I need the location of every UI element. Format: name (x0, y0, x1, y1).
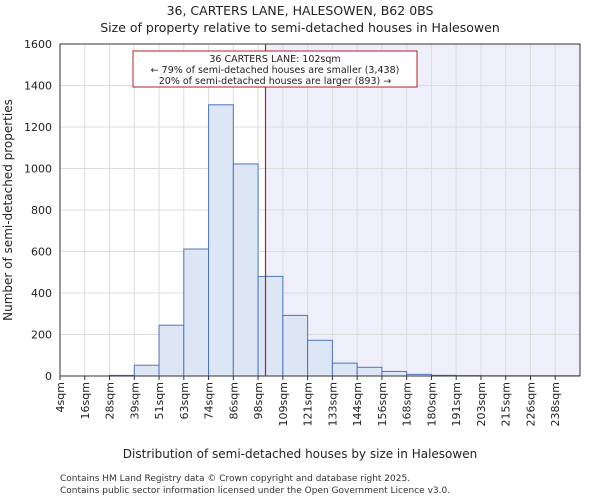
y-tick-label: 1400 (24, 80, 52, 93)
bar-74sqm (208, 104, 234, 377)
bar-63sqm (183, 248, 210, 377)
x-tick-label: 144sqm (351, 382, 364, 426)
bar-39sqm (133, 364, 160, 377)
y-tick-label: 1200 (24, 121, 52, 134)
bar-98sqm (257, 275, 284, 377)
x-tick-label: 238sqm (549, 382, 562, 426)
bar-121sqm (307, 339, 333, 377)
annotation-line-2: ← 79% of semi-detached houses are smalle… (151, 65, 400, 76)
x-tick-label: 215sqm (500, 382, 513, 426)
y-axis-label: Number of semi-detached properties (1, 99, 15, 321)
footer-line-2: Contains public sector information licen… (60, 486, 450, 496)
bar-133sqm (331, 362, 358, 377)
x-tick-label: 98sqm (252, 382, 265, 419)
y-tick-label: 800 (31, 204, 52, 217)
x-tick-label: 180sqm (425, 382, 438, 426)
x-tick-label: 51sqm (153, 382, 166, 419)
y-tick-label: 200 (31, 329, 52, 342)
y-tick-label: 400 (31, 287, 52, 300)
x-axis-label: Distribution of semi-detached houses by … (123, 447, 477, 461)
x-tick-label: 16sqm (79, 382, 92, 419)
x-tick-label: 4sqm (54, 382, 67, 412)
axes (59, 43, 581, 380)
x-tick-label: 203sqm (475, 382, 488, 426)
x-tick-label: 133sqm (326, 382, 339, 426)
bar-86sqm (232, 163, 259, 377)
y-tick-labels: 0 200 400 600 800 1000 1200 1400 1600 (24, 38, 52, 383)
x-tick-label: 121sqm (302, 382, 315, 426)
footer-line-1: Contains HM Land Registry data © Crown c… (60, 474, 410, 484)
bar-51sqm (158, 324, 185, 377)
x-tick-label: 191sqm (450, 382, 463, 426)
bar-156sqm (381, 370, 408, 377)
x-tick-label: 63sqm (178, 382, 191, 419)
y-tick-label: 0 (45, 370, 52, 383)
x-tick-labels: 4sqm 16sqm 28sqm 39sqm 51sqm 63sqm 74sqm 86sqm 9… (54, 382, 562, 426)
chart-subtitle: Size of property relative to semi-detach… (100, 20, 500, 35)
x-tick-label: 226sqm (524, 382, 537, 426)
annotation-line-3: 20% of semi-detached houses are larger (… (159, 76, 392, 87)
x-tick-label: 109sqm (277, 382, 290, 426)
plot-frame (59, 43, 581, 377)
annotation-line-1: 36 CARTERS LANE: 102sqm (209, 54, 340, 65)
bar-144sqm (356, 366, 383, 377)
y-tick-label: 600 (31, 246, 52, 259)
annotation-border (132, 50, 418, 88)
bars (109, 104, 581, 377)
bar-109sqm (282, 314, 309, 377)
x-tick-label: 168sqm (401, 382, 414, 426)
x-tick-label: 39sqm (128, 382, 141, 419)
annotation-box: 36 CARTERS LANE: 102sqm ← 79% of semi-de… (132, 50, 418, 88)
y-tick-label: 1000 (24, 163, 52, 176)
x-tick-label: 86sqm (227, 382, 240, 419)
chart-title: 36, CARTERS LANE, HALESOWEN, B62 0BS (167, 3, 434, 18)
x-tick-label: 28sqm (104, 382, 117, 419)
x-tick-label: 156sqm (376, 382, 389, 426)
y-tick-label: 1600 (24, 38, 52, 51)
x-tick-label: 74sqm (203, 382, 216, 419)
